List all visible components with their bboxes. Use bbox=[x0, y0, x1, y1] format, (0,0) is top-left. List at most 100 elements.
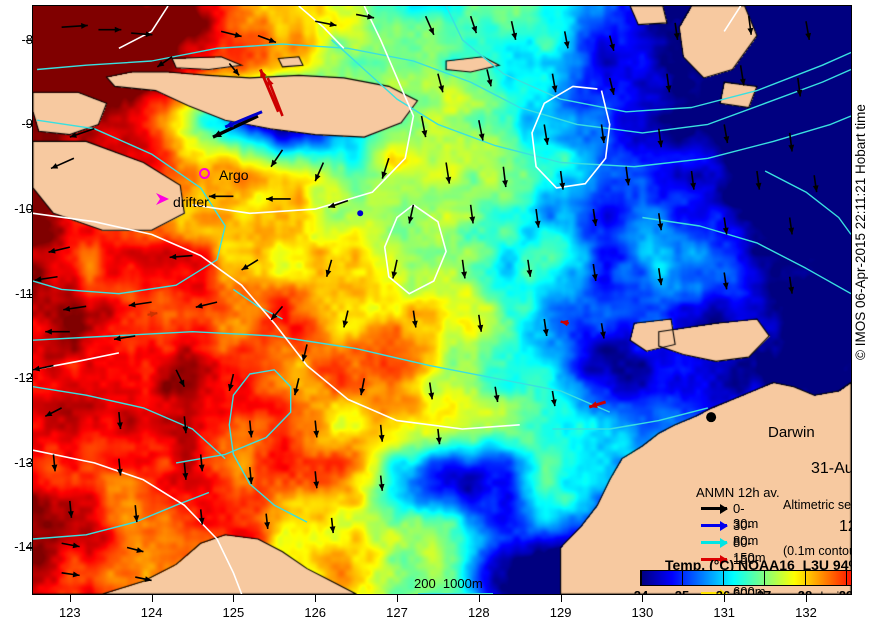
x-tick-label: 126 bbox=[304, 605, 327, 620]
velocity-arrow bbox=[543, 124, 550, 145]
velocity-arrow bbox=[50, 157, 75, 170]
sealevel-contour bbox=[723, 6, 742, 32]
y-tick-mark bbox=[26, 378, 33, 380]
velocity-arrow bbox=[257, 34, 277, 44]
velocity-arrow bbox=[126, 546, 144, 553]
velocity-arrow bbox=[805, 21, 812, 40]
velocity-arrow bbox=[588, 400, 607, 409]
mooring-marker bbox=[357, 210, 364, 217]
velocity-arrow bbox=[563, 31, 570, 49]
colorbar-ticks bbox=[640, 570, 851, 586]
velocity-arrow bbox=[259, 68, 280, 113]
bathymetry-contour bbox=[37, 43, 851, 134]
velocity-arrow bbox=[739, 65, 746, 86]
x-tick-mark bbox=[397, 595, 398, 602]
velocity-arrow bbox=[69, 127, 95, 138]
anmn-legend-label: 30-80m bbox=[733, 518, 759, 548]
velocity-arrow bbox=[755, 170, 762, 190]
velocity-arrow bbox=[407, 204, 415, 224]
bathymetry-contour bbox=[445, 6, 851, 113]
colorbar-title: Temp. (°C) NOAA16_L3U 94% ql>=4 bbox=[665, 557, 851, 573]
velocity-arrow bbox=[61, 542, 80, 549]
velocity-arrow bbox=[445, 162, 452, 184]
velocity-arrow bbox=[378, 424, 385, 442]
velocity-arrow bbox=[228, 373, 235, 392]
x-tick-mark bbox=[806, 595, 807, 602]
velocity-arrow bbox=[131, 31, 153, 38]
velocity-arrow bbox=[673, 22, 680, 40]
velocity-arrow bbox=[600, 323, 606, 339]
y-tick-mark bbox=[26, 547, 33, 549]
velocity-arrow bbox=[657, 128, 664, 148]
colorbar-gradient bbox=[641, 571, 851, 585]
velocity-arrow bbox=[469, 15, 478, 34]
colorbar-tick bbox=[723, 570, 724, 586]
x-tick-mark bbox=[642, 595, 644, 602]
velocity-arrow bbox=[624, 166, 631, 186]
velocity-arrow bbox=[550, 390, 557, 407]
sealevel-contour bbox=[118, 6, 169, 50]
velocity-arrow bbox=[182, 462, 189, 480]
colorbar-tick bbox=[805, 570, 806, 586]
velocity-arrow bbox=[198, 509, 205, 525]
velocity-arrow bbox=[228, 63, 240, 76]
velocity-arrow bbox=[722, 217, 729, 235]
bathymetry-contour bbox=[552, 407, 709, 430]
x-axis: 123 124 125 126 127 128 129 130 131 132 bbox=[0, 595, 880, 630]
velocity-arrow bbox=[247, 420, 254, 438]
velocity-arrow bbox=[51, 454, 58, 472]
velocity-arrow bbox=[67, 500, 74, 518]
velocity-arrow bbox=[534, 208, 541, 228]
velocity-arrow bbox=[175, 369, 186, 388]
altimetric-line-3: and velocity for bbox=[783, 589, 851, 595]
bathymetry-contour-label: 200 1000m bbox=[414, 576, 483, 591]
y-tick-mark bbox=[26, 209, 33, 211]
colorbar-tick-label: 27 bbox=[749, 588, 779, 594]
sealevel-contour bbox=[531, 85, 611, 189]
y-tick-label: -14 bbox=[14, 539, 33, 555]
colorbar-tick bbox=[846, 570, 847, 586]
x-tick-mark bbox=[315, 595, 317, 602]
sealevel-contour bbox=[298, 6, 345, 49]
velocity-arrow bbox=[195, 301, 218, 309]
colorbar[interactable] bbox=[640, 570, 851, 586]
velocity-arrow bbox=[478, 120, 485, 141]
velocity-arrow bbox=[301, 344, 308, 362]
map-plot-area[interactable]: Argo drifter Darwin 31-Aug-2012 12:29Z A… bbox=[32, 5, 852, 595]
time-line: 12:29Z bbox=[839, 517, 851, 535]
velocity-arrow bbox=[424, 15, 435, 36]
anmn-legend-label: 0-30m bbox=[733, 501, 759, 531]
velocity-arrow bbox=[428, 382, 435, 400]
velocity-arrow bbox=[147, 311, 158, 318]
velocity-arrow bbox=[437, 73, 444, 93]
x-tick-label: 124 bbox=[140, 605, 163, 620]
velocity-arrow bbox=[133, 505, 140, 523]
anmn-legend-arrow-icon bbox=[701, 537, 728, 548]
copyright-notice: © IMOS 06-Apr-2015 22:11:21 Hobart time bbox=[853, 104, 868, 360]
colorbar-tick-label: 29 bbox=[831, 588, 851, 594]
x-tick-label: 131 bbox=[713, 605, 736, 620]
argo-marker-label: Argo bbox=[219, 167, 249, 183]
y-tick-label: -9 bbox=[5, 117, 33, 130]
y-tick-label: -10 bbox=[14, 201, 33, 217]
y-tick-mark bbox=[26, 39, 33, 41]
velocity-arrow bbox=[198, 454, 205, 472]
velocity-arrow bbox=[128, 301, 152, 308]
altimetric-note: Altimetric sealevel (0.1m contours) and … bbox=[783, 467, 852, 595]
altimetric-line-1: Altimetric sealevel bbox=[783, 497, 852, 512]
velocity-arrow bbox=[747, 16, 754, 35]
velocity-arrow bbox=[314, 162, 325, 182]
colorbar-tick-label: 28 bbox=[790, 588, 820, 594]
altimetric-line-2: (0.1m contours) bbox=[783, 543, 851, 558]
velocity-arrow bbox=[342, 310, 349, 328]
bathymetry-contour bbox=[764, 170, 851, 235]
velocity-arrow bbox=[325, 259, 333, 277]
anmn-legend-label: 600-1200m bbox=[733, 586, 760, 595]
velocity-arrow bbox=[135, 576, 152, 583]
velocity-arrow bbox=[411, 310, 418, 328]
velocity-arrow bbox=[493, 386, 500, 403]
velocity-arrow bbox=[113, 335, 136, 342]
velocity-arrow bbox=[266, 195, 291, 202]
colorbar-tick bbox=[682, 570, 683, 586]
x-tick-label: 128 bbox=[467, 605, 490, 620]
